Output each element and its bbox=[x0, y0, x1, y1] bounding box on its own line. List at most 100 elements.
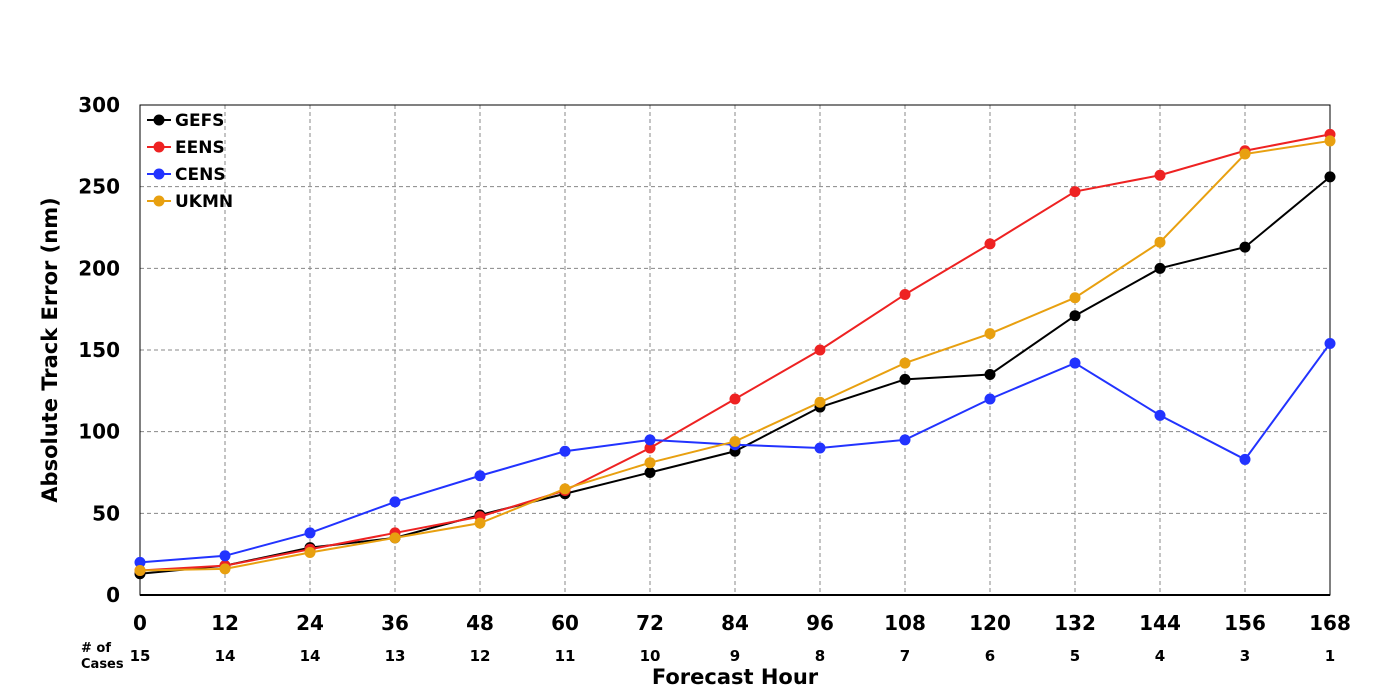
x-tick-label: 60 bbox=[551, 611, 579, 635]
cases-title-line2: Cases bbox=[81, 657, 124, 672]
case-count: 14 bbox=[300, 647, 321, 665]
data-point-cens bbox=[984, 393, 996, 405]
data-point-ukmn bbox=[389, 532, 401, 544]
data-point-gefs bbox=[984, 369, 996, 380]
data-point-gefs bbox=[1069, 310, 1081, 322]
data-point-eens bbox=[814, 344, 826, 356]
data-point-cens bbox=[474, 470, 486, 482]
data-point-ukmn bbox=[1324, 135, 1336, 147]
data-point-gefs bbox=[899, 373, 911, 385]
legend: GEFS EENS CENS UKMN bbox=[147, 111, 233, 212]
legend-marker-eens bbox=[153, 141, 165, 153]
y-tick-label: 150 bbox=[78, 338, 120, 362]
x-tick-label: 156 bbox=[1224, 611, 1266, 635]
x-tick-label: 84 bbox=[721, 611, 749, 635]
y-tick-label: 50 bbox=[92, 501, 120, 525]
x-tick-label: 12 bbox=[211, 611, 239, 635]
data-point-eens bbox=[644, 442, 656, 454]
data-point-cens bbox=[559, 445, 571, 457]
data-point-cens bbox=[1154, 409, 1166, 421]
case-count: 5 bbox=[1070, 647, 1080, 665]
data-point-cens bbox=[814, 442, 826, 454]
data-point-gefs bbox=[1154, 262, 1166, 274]
data-point-eens bbox=[899, 288, 911, 300]
data-point-cens bbox=[1069, 357, 1081, 369]
case-count: 3 bbox=[1240, 647, 1250, 665]
data-point-cens bbox=[389, 496, 401, 508]
case-count: 15 bbox=[130, 647, 151, 665]
case-count: 12 bbox=[470, 647, 491, 665]
x-tick-label: 144 bbox=[1139, 611, 1181, 635]
data-point-ukmn bbox=[474, 517, 486, 529]
axes bbox=[139, 104, 1331, 596]
legend-label-gefs: GEFS bbox=[175, 111, 224, 131]
y-tick-label: 0 bbox=[106, 583, 120, 607]
series-ukmn bbox=[134, 135, 1336, 576]
y-tick-label: 300 bbox=[78, 93, 120, 117]
data-point-ukmn bbox=[814, 396, 826, 408]
x-tick-label: 168 bbox=[1309, 611, 1351, 635]
case-count: 13 bbox=[385, 647, 406, 665]
tick-labels: 0 12 24 36 48 60 72 84 96 108 120 132 144 156 168 0 50 10… bbox=[78, 93, 1351, 635]
data-point-ukmn bbox=[1154, 236, 1166, 248]
case-count: 14 bbox=[215, 647, 236, 665]
x-tick-label: 120 bbox=[969, 611, 1011, 635]
legend-marker-cens bbox=[153, 168, 165, 180]
case-count: 10 bbox=[640, 647, 661, 665]
y-tick-label: 100 bbox=[78, 420, 120, 444]
x-tick-label: 132 bbox=[1054, 611, 1096, 635]
data-point-gefs bbox=[1324, 171, 1336, 183]
x-axis-title: Forecast Hour bbox=[652, 665, 819, 689]
data-point-ukmn bbox=[304, 547, 316, 559]
data-point-ukmn bbox=[1239, 148, 1251, 160]
grid bbox=[140, 105, 1330, 595]
case-count: 1 bbox=[1325, 647, 1335, 665]
data-point-cens bbox=[1324, 337, 1336, 349]
cases-row: # of Cases 15 14 14 13 12 11 10 9 8 7 6 5 4 3 1 bbox=[81, 641, 1335, 672]
data-point-ukmn bbox=[219, 563, 231, 575]
data-point-ukmn bbox=[984, 328, 996, 340]
y-axis-title: Absolute Track Error (nm) bbox=[38, 197, 62, 502]
x-tick-label: 36 bbox=[381, 611, 409, 635]
x-tick-label: 48 bbox=[466, 611, 494, 635]
legend-label-cens: CENS bbox=[175, 165, 226, 185]
legend-label-ukmn: UKMN bbox=[175, 192, 233, 212]
data-point-ukmn bbox=[559, 483, 571, 495]
y-tick-label: 200 bbox=[78, 256, 120, 280]
data-point-cens bbox=[304, 527, 316, 539]
data-point-cens bbox=[1239, 453, 1251, 465]
data-point-eens bbox=[1154, 169, 1166, 181]
data-point-eens bbox=[984, 238, 996, 250]
x-tick-label: 24 bbox=[296, 611, 324, 635]
data-point-ukmn bbox=[1069, 292, 1081, 304]
data-point-ukmn bbox=[899, 357, 911, 369]
case-count: 6 bbox=[985, 647, 995, 665]
case-count: 11 bbox=[555, 647, 576, 665]
data-point-eens bbox=[729, 393, 741, 405]
case-count: 8 bbox=[815, 647, 825, 665]
case-count: 4 bbox=[1155, 647, 1165, 665]
legend-label-eens: EENS bbox=[175, 138, 225, 158]
series-layer bbox=[134, 128, 1336, 580]
x-tick-label: 72 bbox=[636, 611, 664, 635]
data-point-ukmn bbox=[134, 565, 146, 576]
legend-marker-gefs bbox=[153, 114, 165, 126]
data-point-eens bbox=[1069, 186, 1081, 198]
data-point-cens bbox=[644, 434, 656, 446]
data-point-ukmn bbox=[729, 435, 741, 447]
legend-marker-ukmn bbox=[153, 195, 165, 207]
x-tick-label: 96 bbox=[806, 611, 834, 635]
data-point-ukmn bbox=[644, 457, 656, 469]
data-point-cens bbox=[134, 556, 146, 568]
data-point-gefs bbox=[1239, 241, 1251, 253]
case-count: 7 bbox=[900, 647, 910, 665]
data-point-cens bbox=[899, 434, 911, 446]
x-tick-label: 108 bbox=[884, 611, 926, 635]
data-point-cens bbox=[219, 550, 231, 562]
y-tick-label: 250 bbox=[78, 175, 120, 199]
case-count: 9 bbox=[730, 647, 740, 665]
x-tick-label: 0 bbox=[133, 611, 147, 635]
data-point-gefs bbox=[644, 467, 656, 478]
cases-title-line1: # of bbox=[81, 641, 111, 656]
